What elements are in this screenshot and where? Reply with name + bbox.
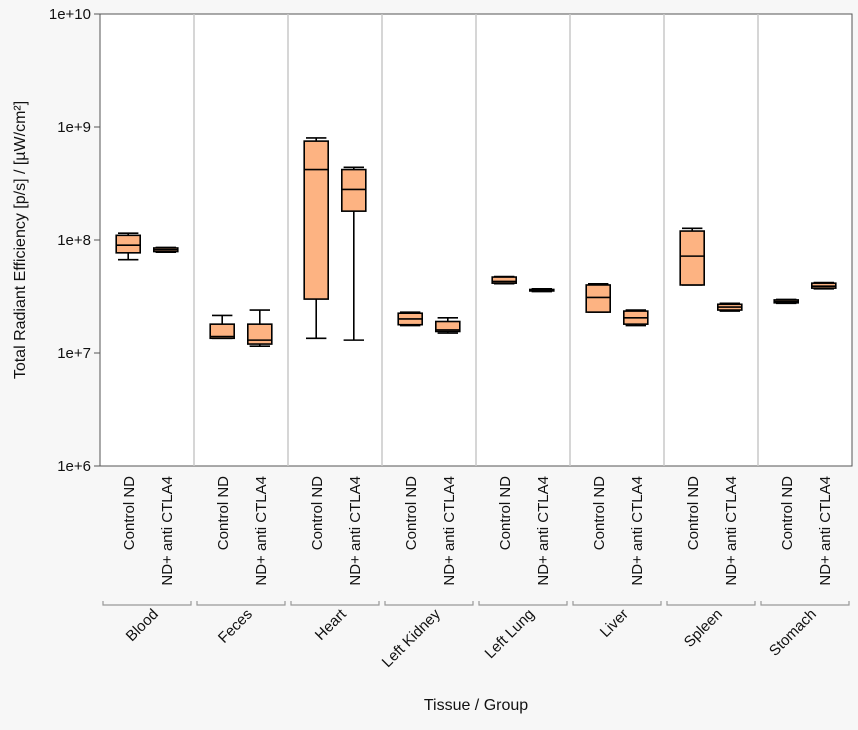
box-series bbox=[115, 137, 837, 347]
box-iqr bbox=[434, 320, 461, 333]
x-group-label: Control ND bbox=[403, 476, 420, 550]
x-group-label: ND+ anti CTLA4 bbox=[347, 476, 364, 586]
box-left-kidney-control bbox=[397, 311, 424, 327]
x-group-label: ND+ anti CTLA4 bbox=[253, 476, 270, 586]
x-group-label: ND+ anti CTLA4 bbox=[629, 476, 646, 586]
x-group-label: Control ND bbox=[309, 476, 326, 550]
x-group-label: Control ND bbox=[121, 476, 138, 550]
box-feces-anti-ctla4 bbox=[247, 309, 273, 347]
box-blood-anti-ctla4 bbox=[153, 246, 179, 253]
y-tick-label: 1e+9 bbox=[57, 119, 91, 136]
box-heart-control bbox=[303, 137, 330, 340]
x-axis-group-labels: Control ND ND+ anti CTLA4 Control ND ND+ an… bbox=[121, 476, 834, 586]
y-tick-label: 1e+7 bbox=[57, 345, 91, 362]
tissue-bracket bbox=[478, 601, 568, 606]
box-iqr bbox=[585, 284, 612, 313]
tissue-bracket bbox=[196, 601, 286, 606]
tissue-bracket bbox=[572, 601, 662, 606]
box-left-lung-control bbox=[491, 275, 518, 285]
box-liver-control bbox=[585, 282, 612, 313]
tissue-bracket bbox=[384, 601, 474, 606]
box-spleen-control bbox=[679, 227, 706, 286]
x-group-label: Control ND bbox=[215, 476, 232, 550]
x-group-label: Control ND bbox=[591, 476, 608, 550]
box-left-kidney-anti-ctla4 bbox=[434, 316, 461, 334]
tissue-bracket bbox=[760, 601, 850, 606]
tissue-bracket bbox=[290, 601, 380, 606]
y-axis: 1e+6 1e+7 1e+8 1e+9 1e+10 bbox=[49, 6, 100, 475]
tissue-bracket bbox=[102, 601, 192, 606]
box-stomach-anti-ctla4 bbox=[810, 281, 837, 290]
x-group-label: Control ND bbox=[497, 476, 514, 550]
box-liver-anti-ctla4 bbox=[622, 309, 649, 327]
box-iqr bbox=[247, 323, 273, 345]
y-axis-title: Total Radiant Efficiency [p/s] / [µW/cm²… bbox=[12, 101, 29, 379]
x-group-label: ND+ anti CTLA4 bbox=[535, 476, 552, 586]
box-left-lung-anti-ctla4 bbox=[528, 287, 555, 293]
tissue-bracket bbox=[666, 601, 756, 606]
x-group-label: ND+ anti CTLA4 bbox=[441, 476, 458, 586]
y-tick-label: 1e+6 bbox=[57, 458, 91, 475]
box-heart-anti-ctla4 bbox=[340, 166, 367, 341]
y-tick-label: 1e+10 bbox=[49, 6, 91, 23]
box-iqr bbox=[115, 234, 141, 254]
y-tick-label: 1e+8 bbox=[57, 232, 91, 249]
box-stomach-control bbox=[773, 298, 800, 305]
box-spleen-anti-ctla4 bbox=[716, 302, 743, 312]
x-group-label: ND+ anti CTLA4 bbox=[159, 476, 176, 586]
box-iqr bbox=[209, 323, 235, 340]
box-blood-control bbox=[115, 232, 141, 261]
box-iqr bbox=[340, 168, 367, 212]
box-iqr bbox=[491, 276, 518, 284]
box-iqr bbox=[679, 230, 706, 286]
x-group-label: ND+ anti CTLA4 bbox=[817, 476, 834, 586]
x-group-label: Control ND bbox=[685, 476, 702, 550]
x-group-label: ND+ anti CTLA4 bbox=[723, 476, 740, 586]
x-group-label: Control ND bbox=[779, 476, 796, 550]
x-axis-title: Tissue / Group bbox=[424, 697, 528, 714]
panel-dividers bbox=[193, 14, 759, 466]
box-feces-control bbox=[209, 314, 235, 340]
box-iqr bbox=[303, 140, 330, 300]
